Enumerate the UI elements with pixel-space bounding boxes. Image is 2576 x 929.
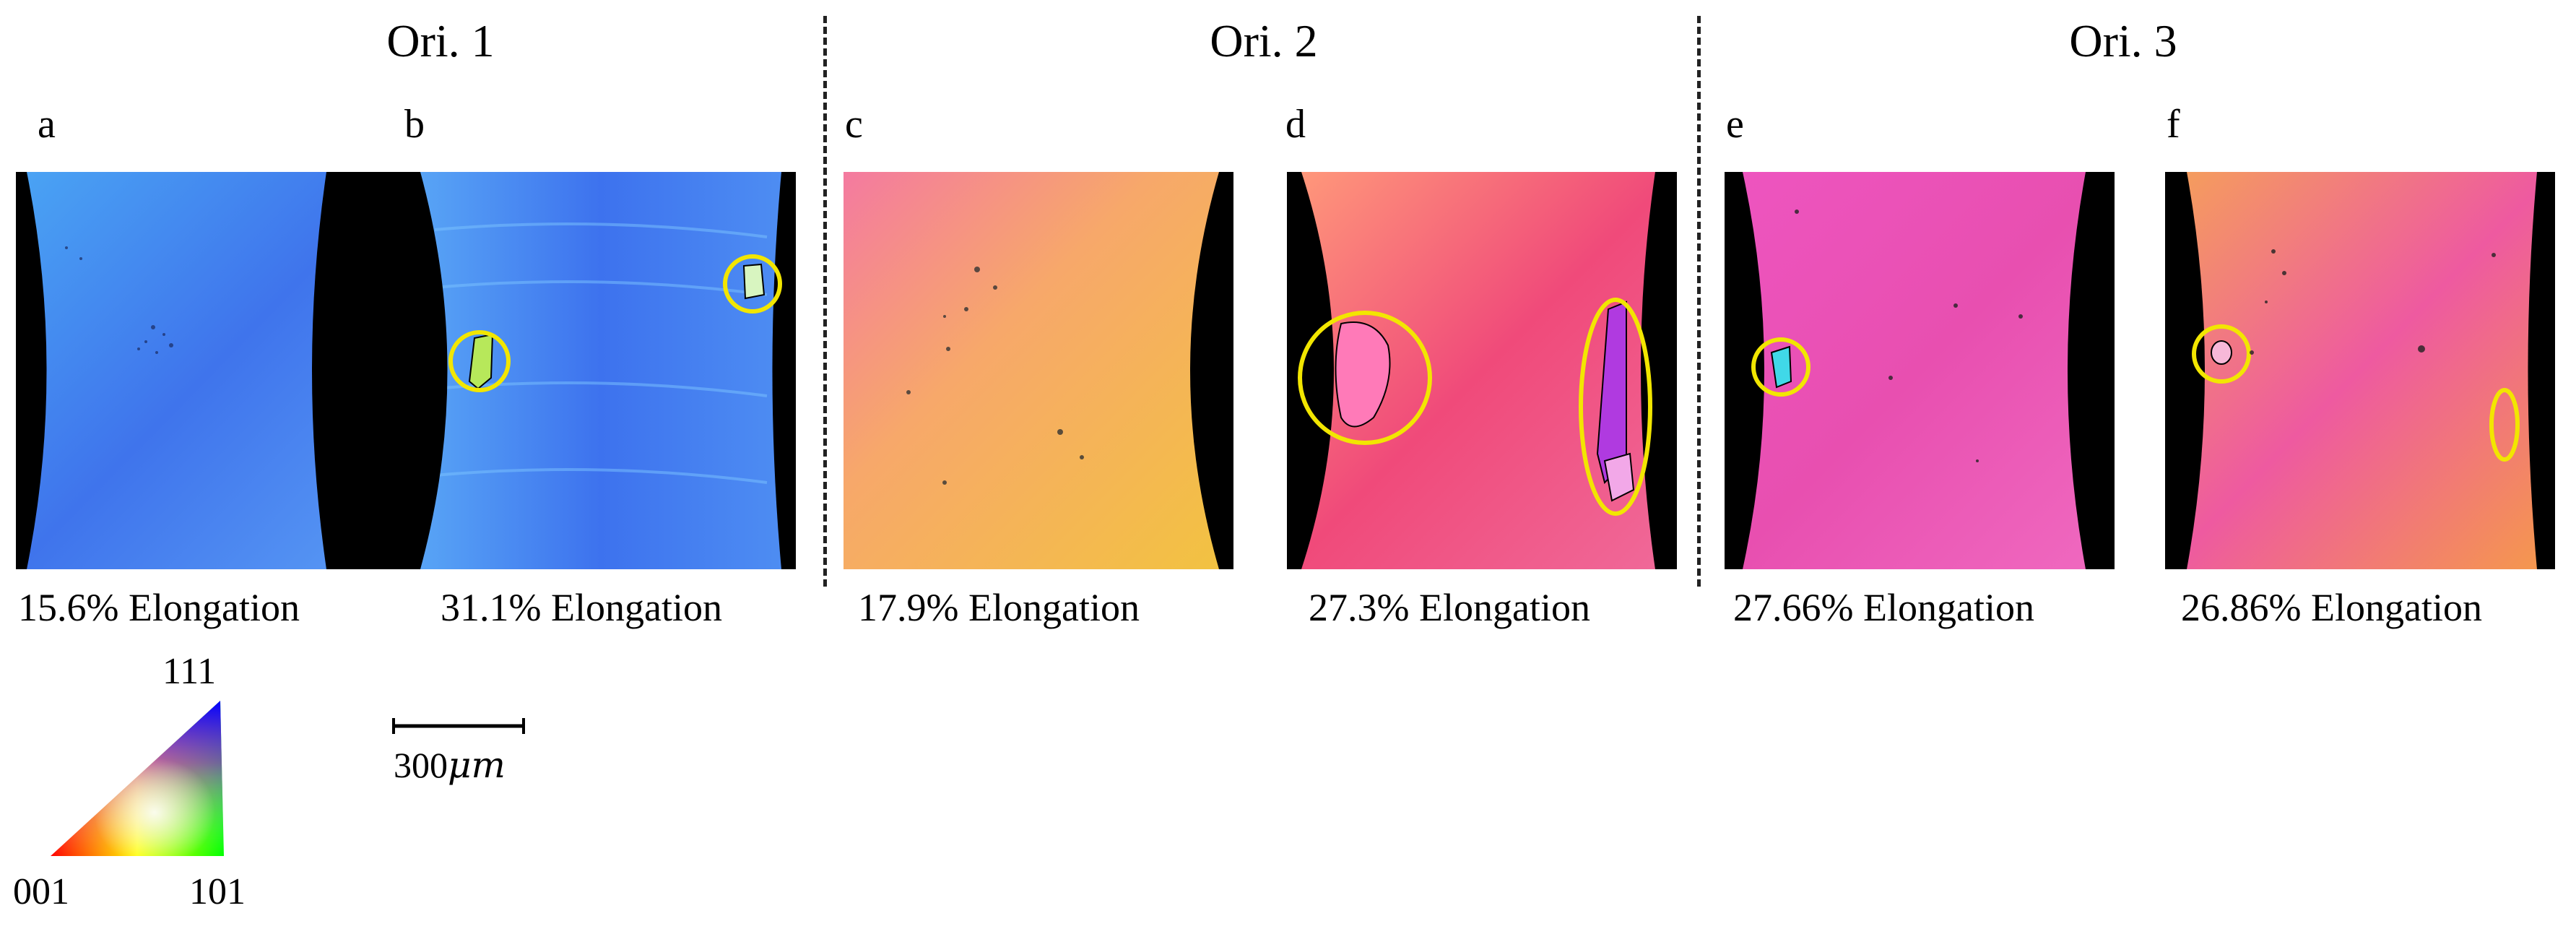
- scale-bar-unit: μm: [448, 744, 506, 786]
- legend-label-111: 111: [162, 651, 217, 692]
- group-title-ori-1: Ori. 1: [386, 15, 495, 66]
- ebsd-map-b: [406, 172, 796, 569]
- caption-a: 15.6% Elongation: [18, 586, 300, 629]
- caption-c: 17.9% Elongation: [858, 586, 1140, 629]
- panel-letter-e: e: [1726, 102, 1744, 147]
- panel-letter-a: a: [38, 102, 56, 147]
- panel-letter-b: b: [404, 102, 425, 147]
- divider-2-3: [1697, 16, 1701, 587]
- scale-bar-value: 300: [394, 745, 448, 785]
- scale-bar: [392, 718, 525, 734]
- divider-1-2: [823, 16, 827, 587]
- caption-e: 27.66% Elongation: [1733, 586, 2034, 629]
- legend-label-101: 101: [189, 871, 246, 912]
- panel-letter-c: c: [845, 102, 863, 147]
- caption-d: 27.3% Elongation: [1309, 586, 1590, 629]
- ipf-legend-triangle: [51, 701, 224, 856]
- panel-letter-f: f: [2167, 102, 2180, 147]
- caption-f: 26.86% Elongation: [2181, 586, 2482, 629]
- scale-bar-label: 300μm: [394, 744, 506, 786]
- group-title-ori-3: Ori. 3: [2069, 15, 2177, 66]
- group-title-ori-2: Ori. 2: [1210, 15, 1318, 66]
- ebsd-map-f: [2165, 172, 2555, 569]
- legend-label-001: 001: [13, 871, 69, 912]
- panel-letter-d: d: [1285, 102, 1306, 147]
- ebsd-map-a: [16, 172, 406, 569]
- ebsd-map-c: [844, 172, 1233, 569]
- ebsd-map-e: [1725, 172, 2115, 569]
- caption-b: 31.1% Elongation: [441, 586, 722, 629]
- ebsd-map-d: [1287, 172, 1677, 569]
